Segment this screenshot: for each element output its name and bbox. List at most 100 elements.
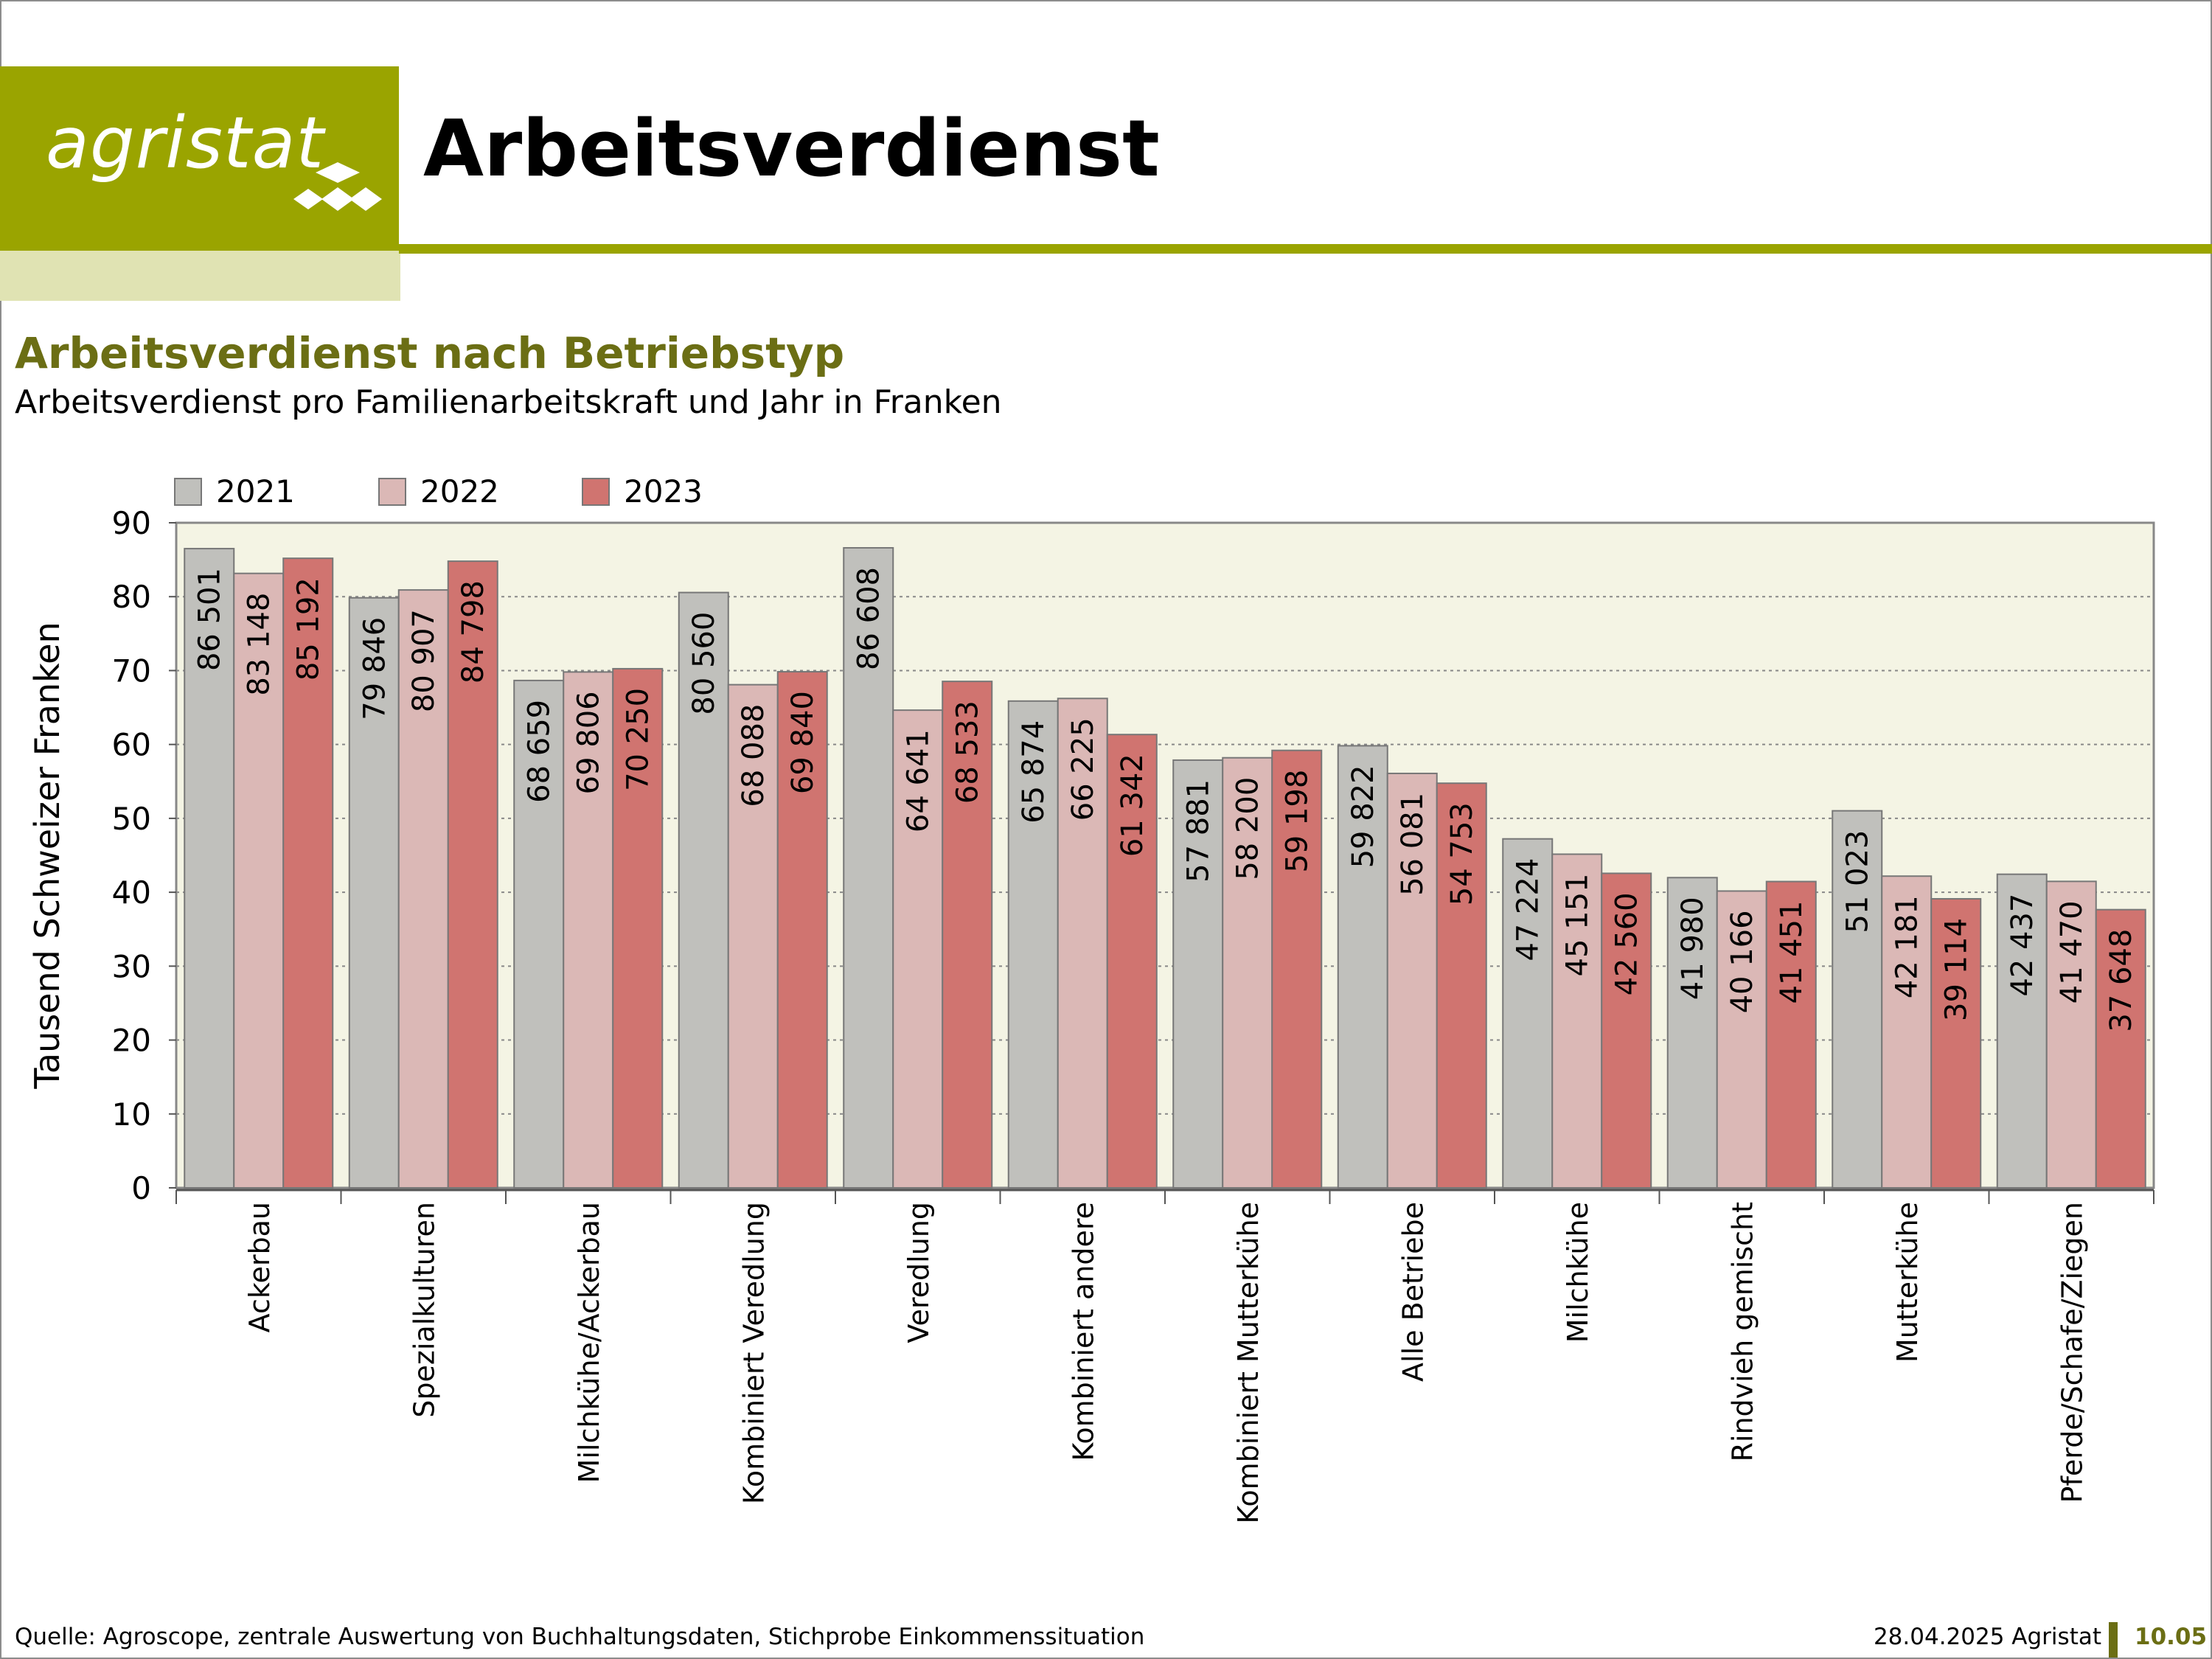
y-tick-label: 50	[112, 801, 151, 837]
data-label: 64 641	[902, 729, 936, 832]
y-tick-label: 20	[112, 1023, 151, 1059]
data-label: 80 907	[407, 609, 441, 712]
bar	[727, 684, 779, 1189]
data-label: 39 114	[1940, 918, 1974, 1021]
data-label: 80 560	[687, 612, 721, 715]
data-label: 42 560	[1610, 892, 1644, 995]
legend-label: 2023	[624, 473, 703, 509]
data-label: 41 980	[1676, 897, 1710, 1000]
footer-divider	[2109, 1622, 2118, 1658]
data-label: 54 753	[1445, 802, 1479, 905]
data-label: 65 874	[1017, 720, 1051, 824]
y-tick-label: 70	[112, 653, 151, 689]
bar	[612, 667, 664, 1189]
bar	[563, 671, 614, 1189]
data-label: 83 148	[243, 593, 276, 696]
legend-swatch	[582, 478, 610, 506]
category-label: Milchkühe/Ackerbau	[573, 1202, 605, 1483]
bar	[348, 597, 400, 1189]
source-note: Quelle: Agroscope, zentrale Auswertung v…	[15, 1624, 1145, 1650]
y-tick-label: 30	[112, 948, 151, 984]
data-label: 58 200	[1231, 777, 1265, 880]
category-label: Mutterkühe	[1891, 1202, 1924, 1363]
data-label: 68 659	[523, 700, 557, 803]
y-tick-label: 0	[131, 1170, 151, 1206]
bar	[1930, 897, 1982, 1189]
bar	[397, 589, 449, 1189]
bar	[2095, 908, 2146, 1189]
data-label: 70 250	[622, 688, 655, 791]
bar	[942, 681, 993, 1189]
bar	[282, 557, 334, 1189]
y-tick-label: 10	[112, 1096, 151, 1133]
data-label: 84 798	[456, 580, 490, 684]
bar	[776, 671, 828, 1189]
data-label: 51 023	[1841, 830, 1875, 933]
bar	[1996, 873, 2048, 1189]
bar	[1436, 782, 1487, 1189]
legend-swatch	[174, 478, 202, 506]
data-label: 37 648	[2104, 929, 2138, 1032]
data-label: 69 806	[572, 691, 606, 794]
data-label: 59 198	[1281, 770, 1315, 873]
data-label: 42 437	[2006, 894, 2039, 997]
logo-underband	[0, 251, 400, 301]
category-label: Pferde/Schafe/Ziegen	[2056, 1202, 2088, 1503]
category-label: Alle Betriebe	[1397, 1202, 1429, 1382]
y-axis-label: Tausend Schweizer Franken	[27, 622, 67, 1089]
legend-label: 2021	[216, 473, 295, 509]
data-label: 56 081	[1396, 793, 1430, 896]
category-label: Ackerbau	[243, 1202, 276, 1332]
legend-swatch	[378, 478, 406, 506]
logo	[0, 66, 399, 251]
data-label: 40 166	[1725, 910, 1759, 1013]
bar	[678, 591, 729, 1189]
data-label: 79 846	[358, 617, 392, 720]
logo-text: agristat	[46, 102, 325, 184]
y-tick-label: 40	[112, 874, 151, 911]
bar	[1502, 838, 1554, 1189]
legend-label: 2022	[420, 473, 499, 509]
footer-date: 28.04.2025 Agristat	[1873, 1624, 2101, 1650]
header-rule	[399, 244, 2212, 254]
y-tick-label: 90	[112, 505, 151, 541]
data-label: 42 181	[1891, 895, 1924, 998]
bar	[1386, 772, 1438, 1189]
bar	[1057, 698, 1108, 1189]
bar	[1601, 872, 1652, 1189]
bar	[1716, 890, 1767, 1189]
plot-area	[175, 521, 2155, 1189]
data-label: 41 470	[2055, 900, 2089, 1004]
page-number: 10.05	[2135, 1624, 2208, 1650]
data-label: 59 822	[1346, 765, 1380, 868]
bar	[1881, 875, 1933, 1189]
category-label: Kombiniert Mutterkühe	[1232, 1202, 1265, 1524]
data-label: 57 881	[1182, 779, 1216, 883]
bar	[1271, 749, 1323, 1189]
data-label: 69 840	[786, 691, 820, 794]
data-label: 45 151	[1561, 873, 1595, 976]
bar	[447, 560, 498, 1189]
data-label: 68 533	[951, 700, 985, 804]
bar	[1106, 734, 1158, 1189]
category-label: Kombiniert andere	[1067, 1202, 1099, 1461]
page-title: Arbeitsverdienst	[423, 103, 1160, 194]
y-tick-label: 80	[112, 579, 151, 615]
data-label: 68 088	[737, 704, 771, 807]
category-label: Milchkühe	[1562, 1202, 1594, 1343]
data-label: 86 501	[193, 568, 227, 671]
y-tick-label: 60	[112, 727, 151, 763]
bar	[843, 546, 894, 1189]
bar	[1765, 880, 1817, 1189]
category-label: Rindvieh gemischt	[1726, 1202, 1759, 1462]
bar	[1666, 877, 1718, 1189]
data-label: 41 451	[1775, 901, 1809, 1004]
category-label: Veredlung	[902, 1202, 935, 1343]
chart-description: Arbeitsverdienst pro Familienarbeitskraf…	[15, 383, 1002, 421]
bar	[233, 572, 285, 1189]
bar	[1832, 810, 1883, 1189]
bar	[1007, 700, 1059, 1189]
data-label: 86 608	[852, 567, 886, 670]
